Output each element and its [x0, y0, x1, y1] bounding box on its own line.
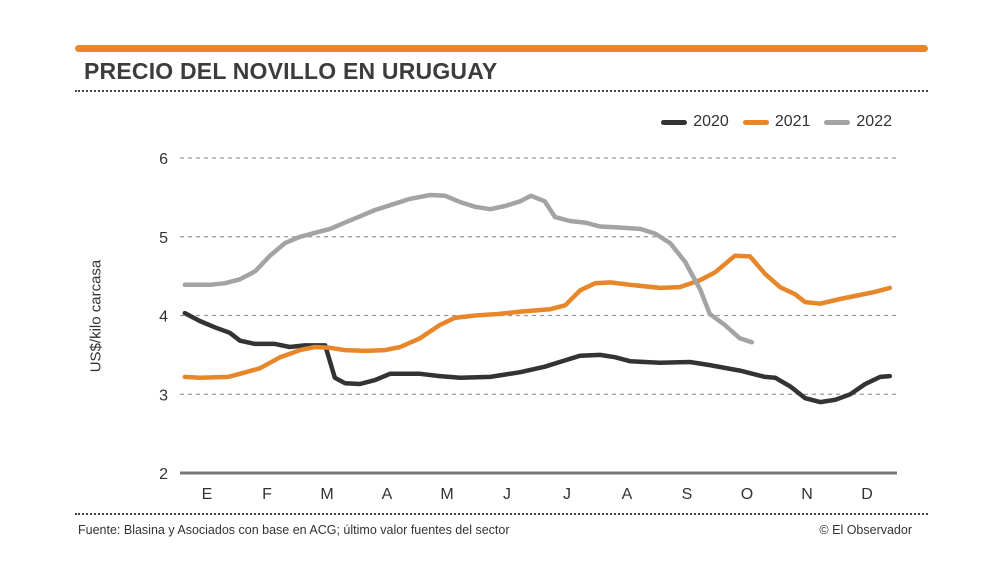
credit: © El Observador — [819, 523, 912, 537]
accent-bar — [75, 45, 928, 52]
y-tick-label: 5 — [159, 230, 168, 247]
x-tick-label: A — [622, 486, 633, 503]
title-divider — [75, 90, 928, 92]
y-tick-label: 4 — [159, 309, 168, 326]
x-tick-label: O — [741, 486, 753, 503]
x-tick-label: J — [563, 486, 571, 503]
x-tick-label: F — [262, 486, 272, 503]
legend: 2020 2021 2022 — [661, 113, 892, 131]
x-tick-label: J — [503, 486, 511, 503]
x-tick-label: A — [382, 486, 393, 503]
x-tick-label: D — [861, 486, 873, 503]
x-tick-label: N — [801, 486, 813, 503]
series-line-2020 — [182, 310, 893, 405]
legend-item-2021: 2021 — [742, 113, 811, 131]
legend-label: 2020 — [693, 113, 729, 130]
x-tick-label: M — [320, 486, 333, 503]
legend-swatch — [661, 119, 688, 125]
legend-label: 2021 — [774, 113, 811, 130]
x-tick-label: S — [682, 486, 693, 503]
legend-swatch — [824, 119, 851, 125]
legend-swatch — [742, 119, 769, 125]
source-note: Fuente: Blasina y Asociados con base en … — [78, 523, 510, 537]
x-tick-label: M — [440, 486, 453, 503]
footer-divider — [75, 513, 928, 515]
chart-title: PRECIO DEL NOVILLO EN URUGUAY — [84, 58, 498, 84]
legend-label: 2022 — [856, 113, 892, 130]
y-tick-label: 6 — [159, 151, 168, 168]
legend-item-2022: 2022 — [824, 113, 892, 131]
y-tick-label: 3 — [159, 387, 168, 404]
legend-item-2020: 2020 — [661, 113, 729, 131]
series-line-2022 — [182, 192, 755, 345]
x-tick-label: E — [202, 486, 213, 503]
series-line-2021 — [182, 253, 893, 380]
y-tick-label: 2 — [159, 466, 168, 483]
